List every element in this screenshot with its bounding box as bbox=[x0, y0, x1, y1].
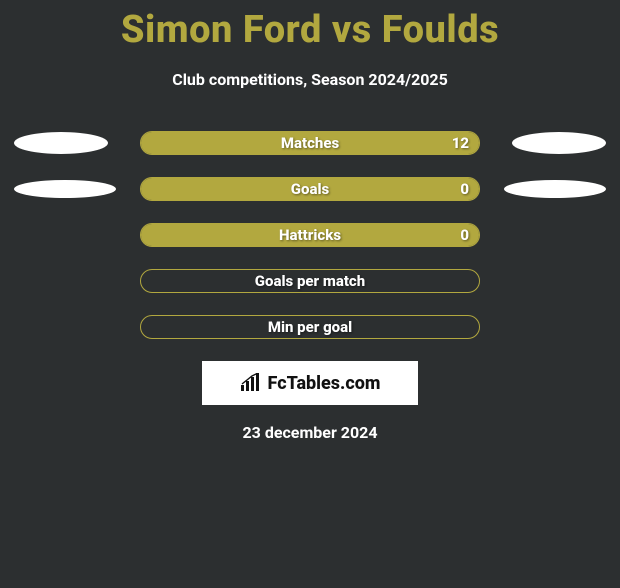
date-text: 23 december 2024 bbox=[0, 423, 620, 442]
bar-fill-right bbox=[310, 224, 479, 246]
avatar-ellipse-right bbox=[512, 132, 606, 154]
stat-row: Goals0 bbox=[0, 177, 620, 201]
bar-fill-right bbox=[310, 178, 479, 200]
stat-label: Min per goal bbox=[141, 316, 479, 338]
brand-badge: FcTables.com bbox=[202, 361, 418, 405]
avatar-ellipse-left bbox=[14, 180, 116, 198]
stat-bar: Goals per match bbox=[140, 269, 480, 293]
stat-bar: Goals0 bbox=[140, 177, 480, 201]
comparison-chart: Matches12 Goals0 Hattricks0 Goals per match… bbox=[0, 131, 620, 339]
bar-fill-left bbox=[141, 178, 310, 200]
brand-text: FcTables.com bbox=[268, 373, 381, 394]
avatar-ellipse-right bbox=[504, 180, 606, 198]
stat-label: Goals per match bbox=[141, 270, 479, 292]
subtitle: Club competitions, Season 2024/2025 bbox=[0, 70, 620, 89]
bar-chart-icon bbox=[240, 373, 262, 393]
stat-row: Matches12 bbox=[0, 131, 620, 155]
bar-fill-right bbox=[310, 132, 479, 154]
bar-fill-left bbox=[141, 132, 310, 154]
stat-bar: Hattricks0 bbox=[140, 223, 480, 247]
bar-fill-left bbox=[141, 224, 310, 246]
stat-row: Hattricks0 bbox=[0, 223, 620, 247]
stat-row: Min per goal bbox=[0, 315, 620, 339]
stat-bar: Min per goal bbox=[140, 315, 480, 339]
avatar-ellipse-left bbox=[14, 132, 108, 154]
page-title: Simon Ford vs Foulds bbox=[0, 8, 620, 52]
stat-row: Goals per match bbox=[0, 269, 620, 293]
stat-bar: Matches12 bbox=[140, 131, 480, 155]
